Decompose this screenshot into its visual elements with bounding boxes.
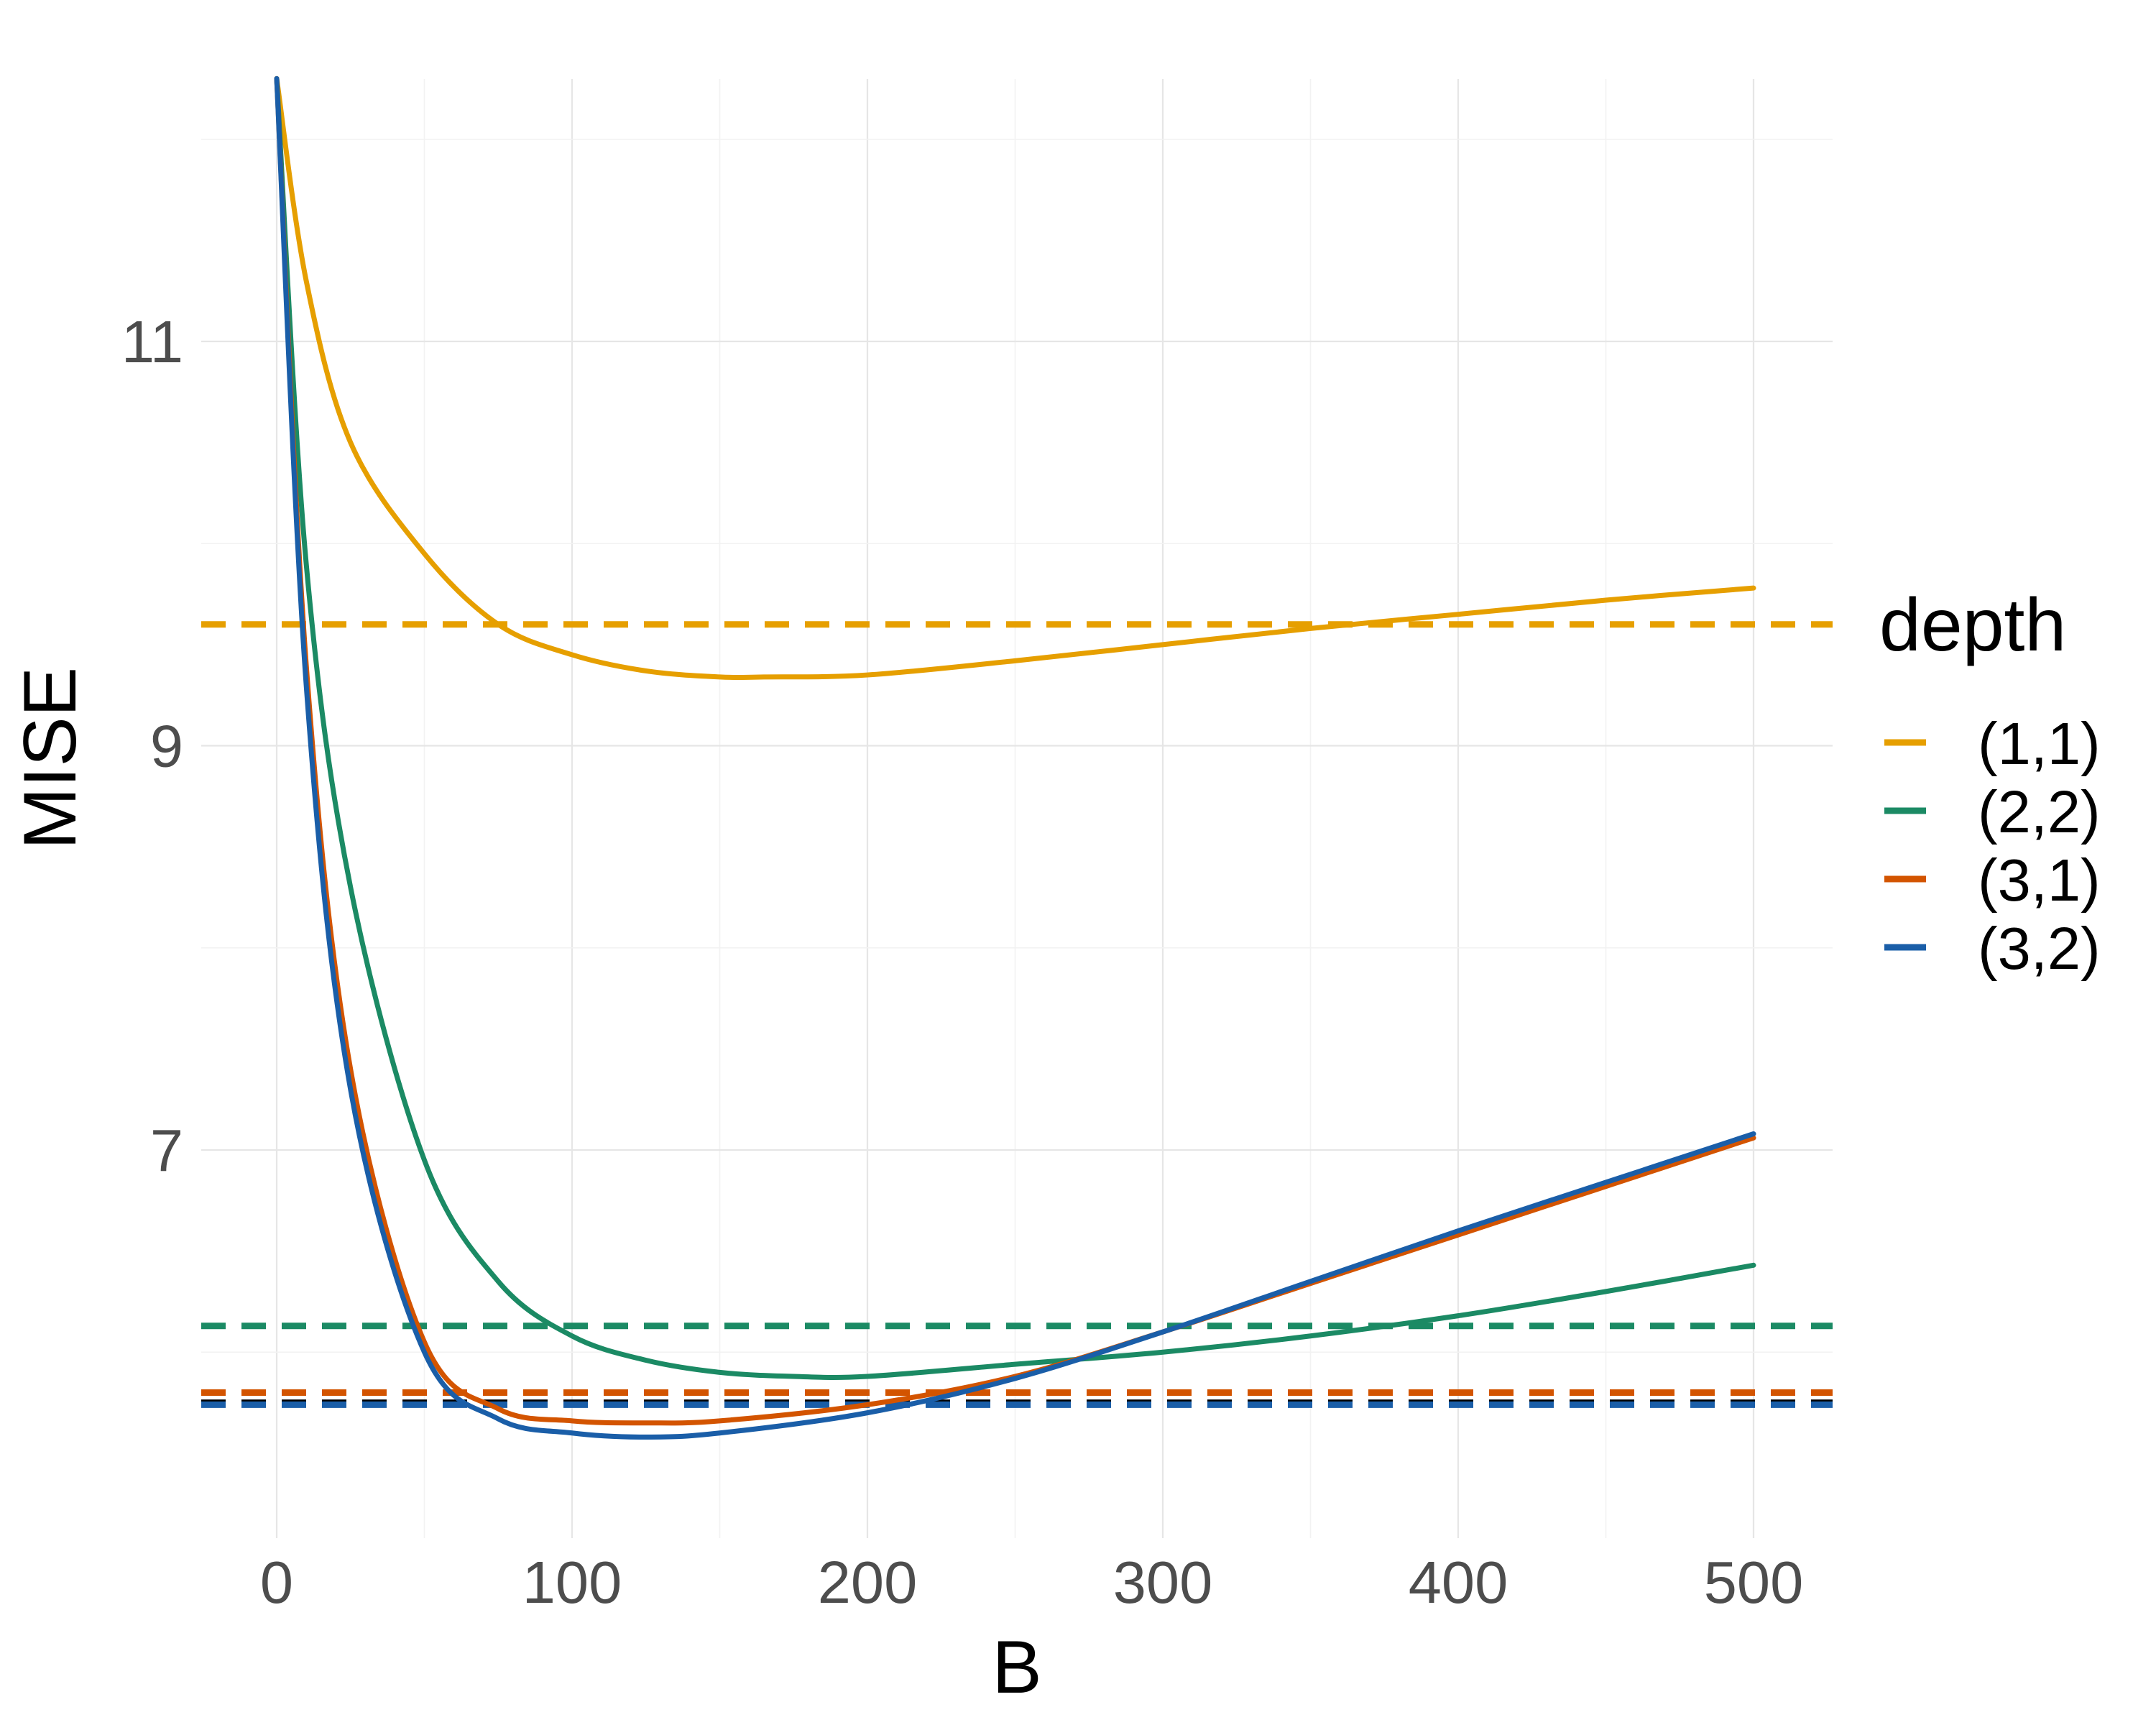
legend-item[interactable]: (3,1) bbox=[1884, 847, 2101, 914]
series-line-4 bbox=[274, 75, 1756, 1440]
x-axis-title: B bbox=[992, 1626, 1041, 1709]
x-tick-label: 100 bbox=[522, 1549, 622, 1616]
x-tick-label: 200 bbox=[818, 1549, 917, 1616]
y-tick-label: 11 bbox=[121, 308, 183, 375]
y-tick-label: 7 bbox=[150, 1117, 183, 1184]
legend-item[interactable]: (3,2) bbox=[1884, 915, 2101, 982]
x-tick-label: 0 bbox=[260, 1549, 293, 1616]
series-line-2 bbox=[274, 75, 1756, 1380]
grid bbox=[201, 79, 1833, 1538]
legend-item[interactable]: (1,1) bbox=[1884, 710, 2101, 777]
series-line-1 bbox=[274, 75, 1756, 681]
legend-label: (1,1) bbox=[1978, 710, 2101, 777]
x-tick-label: 400 bbox=[1409, 1549, 1508, 1616]
reference-lines bbox=[201, 621, 1833, 1408]
legend-item[interactable]: (2,2) bbox=[1884, 778, 2101, 845]
legend-label: (3,1) bbox=[1978, 847, 2101, 914]
y-tick-label: 9 bbox=[150, 713, 183, 780]
legend-label: (3,2) bbox=[1978, 915, 2101, 982]
legend-title: depth bbox=[1879, 584, 2066, 667]
legend-items: (1,1)(2,2)(3,1)(3,2) bbox=[1884, 710, 2101, 982]
x-tick-label: 300 bbox=[1113, 1549, 1212, 1616]
series-lines bbox=[274, 75, 1756, 1440]
y-axis-ticks: 7 9 11 bbox=[121, 308, 183, 1184]
x-axis-ticks: 0 100 200 300 400 500 bbox=[260, 1549, 1803, 1616]
y-axis-title: MISE bbox=[9, 667, 92, 850]
legend-label: (2,2) bbox=[1978, 778, 2101, 845]
legend[interactable]: depth (1,1)(2,2)(3,1)(3,2) bbox=[1879, 584, 2101, 982]
x-tick-label: 500 bbox=[1704, 1549, 1803, 1616]
